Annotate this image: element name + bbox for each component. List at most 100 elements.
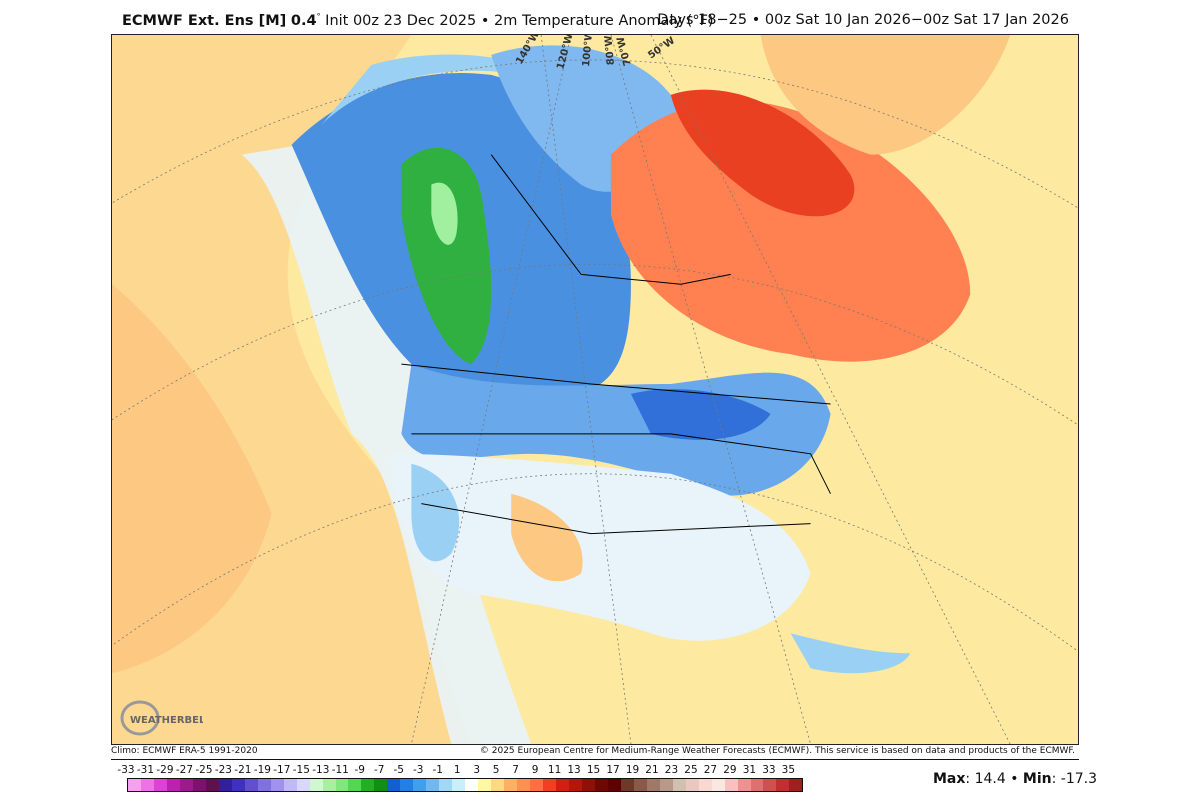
colorbar-tick-label: 1 [453,764,461,776]
max-label: Max [933,771,966,787]
colorbar [127,778,803,792]
colorbar-swatch [283,779,297,791]
colorbar-swatch [620,779,634,791]
temperature-anomaly-map: 140°W 120°W 100°W 80°W 70°W 50°W [111,34,1079,745]
colorbar-swatch [296,779,310,791]
colorbar-swatch [607,779,621,791]
colorbar-swatch [413,779,427,791]
colorbar-tick-label: -13 [312,764,330,776]
colorbar-swatch [309,779,323,791]
colorbar-swatch [633,779,647,791]
colorbar-swatch [750,779,764,791]
model-name: ECMWF Ext. Ens [M] [122,12,287,29]
colorbar-swatch [478,779,492,791]
colorbar-tick-label: -15 [292,764,310,776]
svg-text:WEATHERBELL: WEATHERBELL [130,715,203,726]
colorbar-labels: -33 -31 -29 -27 -25 -23 -21 -19 -17 -15 -13 -11 -9 -7… [117,764,808,778]
degree-symbol: ° [316,12,321,21]
colorbar-tick-label: -3 [412,764,424,776]
colorbar-tick-label: 13 [567,764,581,776]
colorbar-swatch [374,779,388,791]
colorbar-tick-label: -9 [354,764,366,776]
colorbar-tick-label: 3 [473,764,480,776]
lon-label: 80°W [603,35,617,66]
colorbar-tick-label: 23 [664,764,679,776]
colorbar-swatch [128,779,141,791]
colorbar-swatch [140,779,154,791]
colorbar-swatch [270,779,284,791]
colorbar-swatch [711,779,725,791]
colorbar-tick-label: -31 [136,764,155,776]
init-and-parameter: Init 00z 23 Dec 2025 • 2m Temperature An… [320,12,714,29]
colorbar-swatch [763,779,777,791]
colorbar-swatch [530,779,543,791]
colorbar-tick-label: 25 [684,764,698,776]
colorbar-swatch [555,779,569,791]
colorbar-swatch [400,779,414,791]
colorbar-tick-label: 31 [742,764,757,776]
colorbar-tick-label: 5 [492,764,500,776]
colorbar-tick-label: -29 [156,764,174,776]
colorbar-swatch [387,779,401,791]
colorbar-swatch [439,779,453,791]
colorbar-swatch [737,779,751,791]
colorbar-tick-label: 33 [762,764,776,776]
colorbar-swatch [659,779,673,791]
colorbar-swatch [646,779,660,791]
colorbar-tick-label: -11 [331,764,349,776]
min-label: Min [1022,771,1052,787]
divider [111,759,1079,760]
colorbar-swatch [179,779,193,791]
lon-label: 100°W [581,35,595,67]
copyright-note: © 2025 European Centre for Medium-Range … [479,746,1075,756]
colorbar-tick-label: 15 [586,764,601,776]
colorbar-tick-label: 11 [547,764,562,776]
colorbar-swatch [685,779,699,791]
colorbar-tick-label: 7 [512,764,519,776]
colorbar-tick-label: 19 [625,764,640,776]
colorbar-swatch [192,779,206,791]
colorbar-swatch [244,779,258,791]
valid-period: Days 18−25 • 00z Sat 10 Jan 2026−00z Sat… [657,12,1069,28]
resolution: 0.4 [290,12,317,29]
colorbar-tick-label: 35 [781,764,796,776]
colorbar-swatch [452,779,466,791]
colorbar-tick-label: -7 [374,764,385,776]
colorbar-tick-label: -5 [393,764,404,776]
colorbar-tick-label: -17 [273,764,291,776]
colorbar-tick-label: -21 [234,764,252,776]
colorbar-tick-label: -25 [195,764,213,776]
colorbar-swatch [581,779,595,791]
colorbar-tick-label: -1 [432,764,443,776]
colorbar-tick-label: 9 [531,764,539,776]
colorbar-tick-label: -33 [117,764,135,776]
weatherbell-logo: WEATHERBELL [118,698,212,740]
colorbar-swatch [166,779,180,791]
colorbar-swatch [153,779,167,791]
climo-note: Climo: ECMWF ERA-5 1991-2020 [111,746,258,756]
colorbar-tick-label: -19 [253,764,271,776]
colorbar-swatch [335,779,349,791]
colorbar-swatch [698,779,712,791]
colorbar-swatch [517,779,531,791]
colorbar-tick-label: 27 [703,764,718,776]
colorbar-tick-label: 17 [606,764,620,776]
colorbar-swatch [776,779,790,791]
colorbar-swatch [257,779,271,791]
colorbar-swatch [724,779,738,791]
colorbar-swatch [568,779,582,791]
colorbar-swatch [789,779,803,791]
colorbar-swatch [491,779,505,791]
max-value: : 14.4 • [965,771,1023,787]
colorbar-swatch [426,779,440,791]
colorbar-swatch [218,779,232,791]
max-min-readout: Max: 14.4 • Min: -17.3 [933,771,1097,787]
colorbar-swatch [361,779,375,791]
colorbar-swatch [322,779,336,791]
colorbar-swatch [672,779,686,791]
colorbar-swatch [465,779,479,791]
colorbar-swatch [504,779,518,791]
colorbar-swatch [543,779,556,791]
map-title: ECMWF Ext. Ens [M] 0.4° Init 00z 23 Dec … [122,12,714,29]
colorbar-swatch [231,779,245,791]
